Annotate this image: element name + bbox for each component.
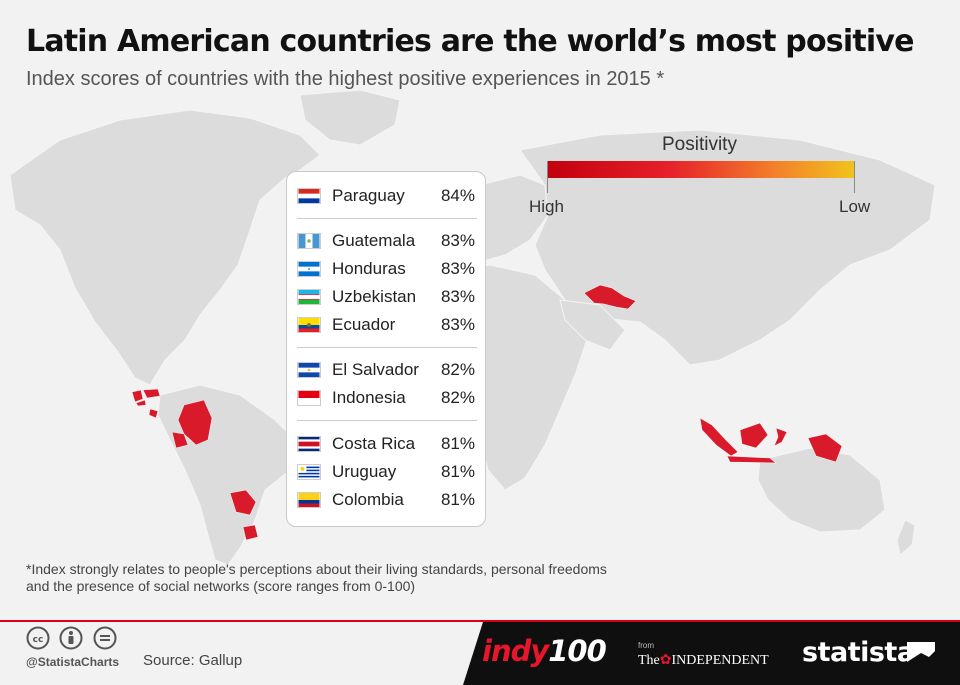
ranking-table: Paraguay 84% Guatemala 83% Honduras 83% … bbox=[286, 171, 486, 527]
country-score: 81% bbox=[440, 434, 475, 453]
highlight-indonesia-sumatra bbox=[699, 417, 739, 457]
country-name: Honduras bbox=[332, 259, 406, 278]
table-row: El Salvador 82% bbox=[287, 358, 487, 382]
statista-logo: statista bbox=[802, 637, 915, 668]
country-name: Uzbekistan bbox=[332, 287, 417, 306]
uzbekistan-flag-icon bbox=[297, 289, 321, 305]
highlight-uzbekistan bbox=[583, 284, 637, 310]
country-name: Colombia bbox=[332, 490, 404, 509]
table-row: Honduras 83% bbox=[287, 257, 487, 281]
no-derivatives-icon bbox=[93, 626, 117, 650]
legend-low-label: Low bbox=[839, 197, 871, 216]
highlight-paraguay bbox=[229, 489, 257, 516]
highlight-indonesia-sulawesi bbox=[773, 427, 788, 447]
license-icons: cc bbox=[26, 626, 117, 650]
group-divider bbox=[297, 218, 477, 219]
footnote: *Index strongly relates to people's perc… bbox=[26, 561, 726, 595]
group-divider bbox=[297, 347, 477, 348]
highlight-guatemala bbox=[131, 389, 144, 403]
country-name: Paraguay bbox=[332, 186, 405, 205]
north-america-landmass bbox=[9, 109, 321, 386]
from-label: from bbox=[638, 641, 654, 650]
page-title: Latin American countries are the world’s… bbox=[26, 24, 914, 59]
country-name: Indonesia bbox=[332, 388, 406, 407]
highlight-indonesia-borneo bbox=[739, 422, 769, 449]
cc-icon: cc bbox=[26, 626, 50, 650]
country-score: 81% bbox=[440, 462, 475, 481]
page-subtitle: Index scores of countries with the highe… bbox=[26, 68, 665, 90]
table-row: Guatemala 83% bbox=[287, 229, 487, 253]
country-name: Costa Rica bbox=[332, 434, 416, 453]
independent-logo: The✿INDEPENDENT bbox=[638, 653, 769, 668]
eagle-icon: ✿ bbox=[659, 653, 672, 668]
country-score: 83% bbox=[440, 315, 475, 334]
table-row: Costa Rica 81% bbox=[287, 432, 487, 456]
costa-rica-flag-icon bbox=[297, 436, 321, 452]
statista-handle: @StatistaCharts bbox=[26, 655, 120, 669]
table-row: Uruguay 81% bbox=[287, 460, 487, 484]
highlight-honduras bbox=[142, 388, 161, 399]
highlight-el-salvador bbox=[135, 399, 147, 407]
footer-brand-bar bbox=[463, 622, 960, 685]
country-score: 84% bbox=[440, 186, 475, 205]
arabia-landmass bbox=[559, 299, 626, 351]
legend-high-label: High bbox=[529, 197, 564, 216]
attribution-icon bbox=[59, 626, 83, 650]
country-score: 82% bbox=[440, 360, 475, 379]
table-row: Ecuador 83% bbox=[287, 313, 487, 337]
legend-title: Positivity bbox=[662, 134, 737, 155]
indy100-logo: indy100 bbox=[482, 634, 607, 668]
new-zealand-landmass bbox=[896, 519, 916, 556]
highlight-costa-rica bbox=[148, 408, 159, 419]
highlight-ecuador bbox=[171, 431, 189, 449]
colombia-flag-icon bbox=[297, 492, 321, 508]
ecuador-flag-icon bbox=[297, 317, 321, 333]
country-score: 81% bbox=[440, 490, 475, 509]
highlight-uruguay bbox=[242, 524, 259, 541]
country-name: Uruguay bbox=[332, 462, 397, 481]
highlight-indonesia-papua bbox=[807, 433, 843, 463]
source-label: Source: Gallup bbox=[143, 652, 243, 669]
guatemala-flag-icon bbox=[297, 233, 321, 249]
honduras-flag-icon bbox=[297, 261, 321, 277]
highlight-indonesia-java bbox=[726, 455, 777, 464]
indonesia-flag-icon bbox=[297, 390, 321, 406]
south-america-landmass bbox=[157, 384, 301, 566]
paraguay-flag-icon bbox=[297, 188, 321, 204]
greenland-landmass bbox=[299, 89, 401, 146]
country-name: Ecuador bbox=[332, 315, 396, 334]
country-score: 83% bbox=[440, 287, 475, 306]
legend-gradient-bar bbox=[547, 161, 855, 193]
table-row: Colombia 81% bbox=[287, 488, 487, 512]
svg-text:cc: cc bbox=[33, 635, 44, 645]
group-divider bbox=[297, 420, 477, 421]
country-score: 82% bbox=[440, 388, 475, 407]
australia-landmass bbox=[757, 447, 886, 533]
footnote-line: *Index strongly relates to people's perc… bbox=[26, 561, 607, 577]
country-name: El Salvador bbox=[332, 360, 419, 379]
highlight-colombia bbox=[177, 399, 213, 446]
table-row: Indonesia 82% bbox=[287, 386, 487, 410]
country-name: Guatemala bbox=[332, 231, 416, 250]
country-score: 83% bbox=[440, 231, 475, 250]
country-score: 83% bbox=[440, 259, 475, 278]
table-row: Uzbekistan 83% bbox=[287, 285, 487, 309]
table-row: Paraguay 84% bbox=[287, 184, 487, 208]
world-map bbox=[9, 89, 936, 566]
statista-logo-icon bbox=[907, 642, 935, 670]
el-salvador-flag-icon bbox=[297, 362, 321, 378]
uruguay-flag-icon bbox=[297, 464, 321, 480]
footnote-line: and the presence of social networks (sco… bbox=[26, 578, 416, 594]
